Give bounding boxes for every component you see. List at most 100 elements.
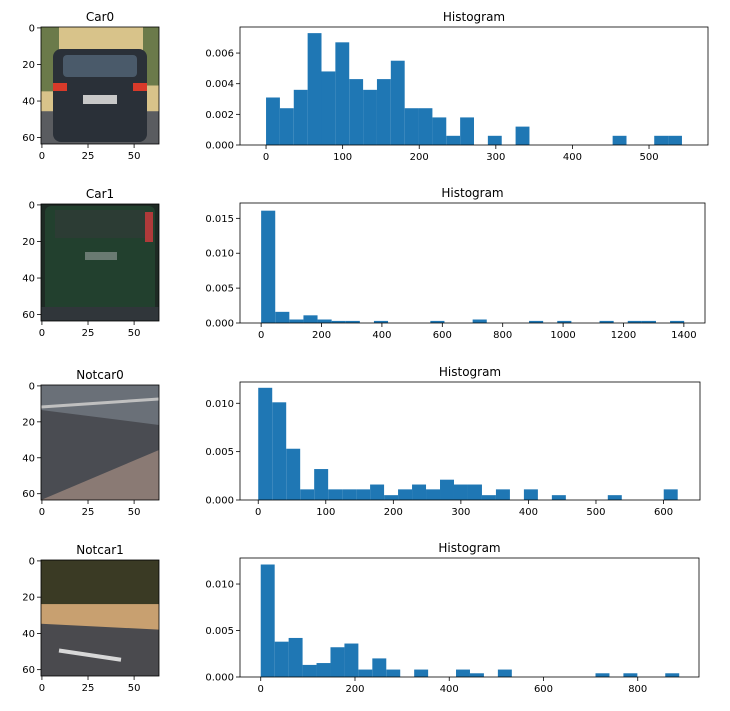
histogram-bar	[314, 469, 329, 500]
histogram-bar	[289, 319, 304, 323]
histogram-bar	[317, 319, 332, 323]
histogram-bar	[481, 495, 496, 500]
histogram-panel-7: Histogram 0 200 400 600 800 0.000 0.005 0.010	[205, 541, 700, 695]
y-tick-label: 40	[22, 274, 35, 285]
histogram-bar	[623, 673, 638, 677]
image-car-window	[63, 55, 137, 77]
x-tick-label: 800	[493, 330, 512, 341]
plot-frame	[239, 26, 709, 146]
image-lane-marking	[58, 648, 122, 662]
x-tick-label: 50	[128, 151, 141, 162]
histogram-bar	[363, 89, 377, 145]
y-tick-label: 40	[22, 453, 35, 464]
y-tick-label: 20	[22, 60, 35, 71]
image-thumbnail	[41, 27, 159, 144]
histogram-title: Histogram	[438, 541, 500, 555]
histogram-bar	[599, 320, 614, 323]
image-thumbnail	[41, 560, 159, 676]
histogram-bar	[663, 489, 678, 500]
y-tick-label: 0.006	[205, 49, 234, 60]
y-tick-label: 20	[22, 593, 35, 604]
histogram-bar	[303, 315, 318, 323]
image-rail	[41, 397, 159, 409]
histogram-bar	[328, 489, 343, 500]
x-tick-label: 400	[519, 507, 538, 518]
histogram-bar	[321, 71, 336, 145]
histogram-bar	[426, 489, 441, 500]
histogram-bar	[551, 495, 566, 500]
histogram-bar	[456, 669, 470, 677]
histogram-bar	[595, 673, 610, 677]
histogram-bar	[430, 320, 445, 323]
image-panel-car0: Car0 0 25 50 0 20 40 60	[22, 10, 160, 162]
image-frame	[40, 559, 160, 677]
histogram-bar	[356, 489, 371, 500]
y-tick-label: 0.005	[205, 626, 234, 637]
histogram-bar	[342, 489, 357, 500]
histogram-bar	[487, 135, 502, 145]
histogram-bar	[330, 647, 345, 677]
x-tick-label: 50	[128, 507, 141, 518]
y-tick-label: 0	[29, 200, 35, 211]
histogram-bar	[261, 210, 276, 323]
x-tick-label: 600	[433, 330, 452, 341]
histogram-bar	[344, 643, 359, 677]
histogram-bar	[258, 387, 273, 500]
histogram-bar	[612, 135, 627, 145]
x-tick-label: 0	[39, 507, 45, 518]
y-tick-label: 0	[29, 556, 35, 567]
x-tick-label: 600	[654, 507, 673, 518]
histogram-bar	[432, 117, 447, 145]
image-frame	[40, 203, 160, 322]
y-tick-label: 0.004	[205, 79, 234, 90]
y-tick-label: 60	[22, 133, 35, 144]
x-tick-label: 400	[372, 330, 391, 341]
histogram-title: Histogram	[439, 365, 501, 379]
histogram-bar	[335, 42, 350, 145]
histogram-bar	[665, 673, 680, 677]
y-tick-label: 40	[22, 97, 35, 108]
image-frame	[40, 26, 160, 145]
x-tick-label: 100	[316, 507, 335, 518]
y-tick-label: 40	[22, 629, 35, 640]
histogram-bar	[467, 484, 482, 500]
image-tail-light-right	[133, 83, 147, 91]
histogram-bar	[349, 79, 364, 145]
histogram-bar	[460, 117, 474, 145]
x-tick-label: 25	[82, 328, 95, 339]
histogram-bar	[453, 484, 468, 500]
y-tick-label: 0.000	[205, 141, 234, 152]
histogram-bar	[384, 495, 399, 500]
y-tick-label: 20	[22, 417, 35, 428]
histogram-bar	[515, 126, 530, 145]
histogram-bar	[358, 669, 373, 677]
histogram-bar	[523, 489, 538, 500]
image-thumbnail	[41, 385, 159, 500]
histogram-bar	[331, 320, 346, 323]
x-tick-label: 100	[333, 152, 352, 163]
histogram-bar	[376, 79, 391, 145]
histogram-bar	[641, 320, 656, 323]
image-title: Notcar1	[76, 543, 124, 557]
image-panel-notcar1: Notcar1 0 25 50 0 20 40 60	[22, 543, 160, 694]
x-tick-label: 25	[82, 151, 95, 162]
histogram-bar	[307, 33, 322, 146]
histogram-bar	[302, 664, 317, 677]
y-tick-label: 60	[22, 665, 35, 676]
image-license-plate	[83, 95, 117, 104]
x-tick-label: 0	[263, 152, 269, 163]
image-road	[41, 623, 159, 676]
y-tick-label: 20	[22, 237, 35, 248]
histogram-bar	[654, 135, 669, 145]
y-tick-label: 60	[22, 310, 35, 321]
histogram-bar	[529, 320, 544, 323]
image-title: Car1	[86, 187, 114, 201]
histogram-bar	[418, 108, 433, 145]
x-tick-label: 1000	[550, 330, 575, 341]
x-tick-label: 1200	[611, 330, 636, 341]
histogram-bar	[286, 448, 301, 500]
histogram-panel-3: Histogram 0 200 400 600 800 1000 1200 1400 0.000 0…	[205, 186, 706, 341]
x-tick-label: 500	[639, 152, 658, 163]
image-title: Notcar0	[76, 368, 124, 382]
x-tick-label: 500	[586, 507, 605, 518]
